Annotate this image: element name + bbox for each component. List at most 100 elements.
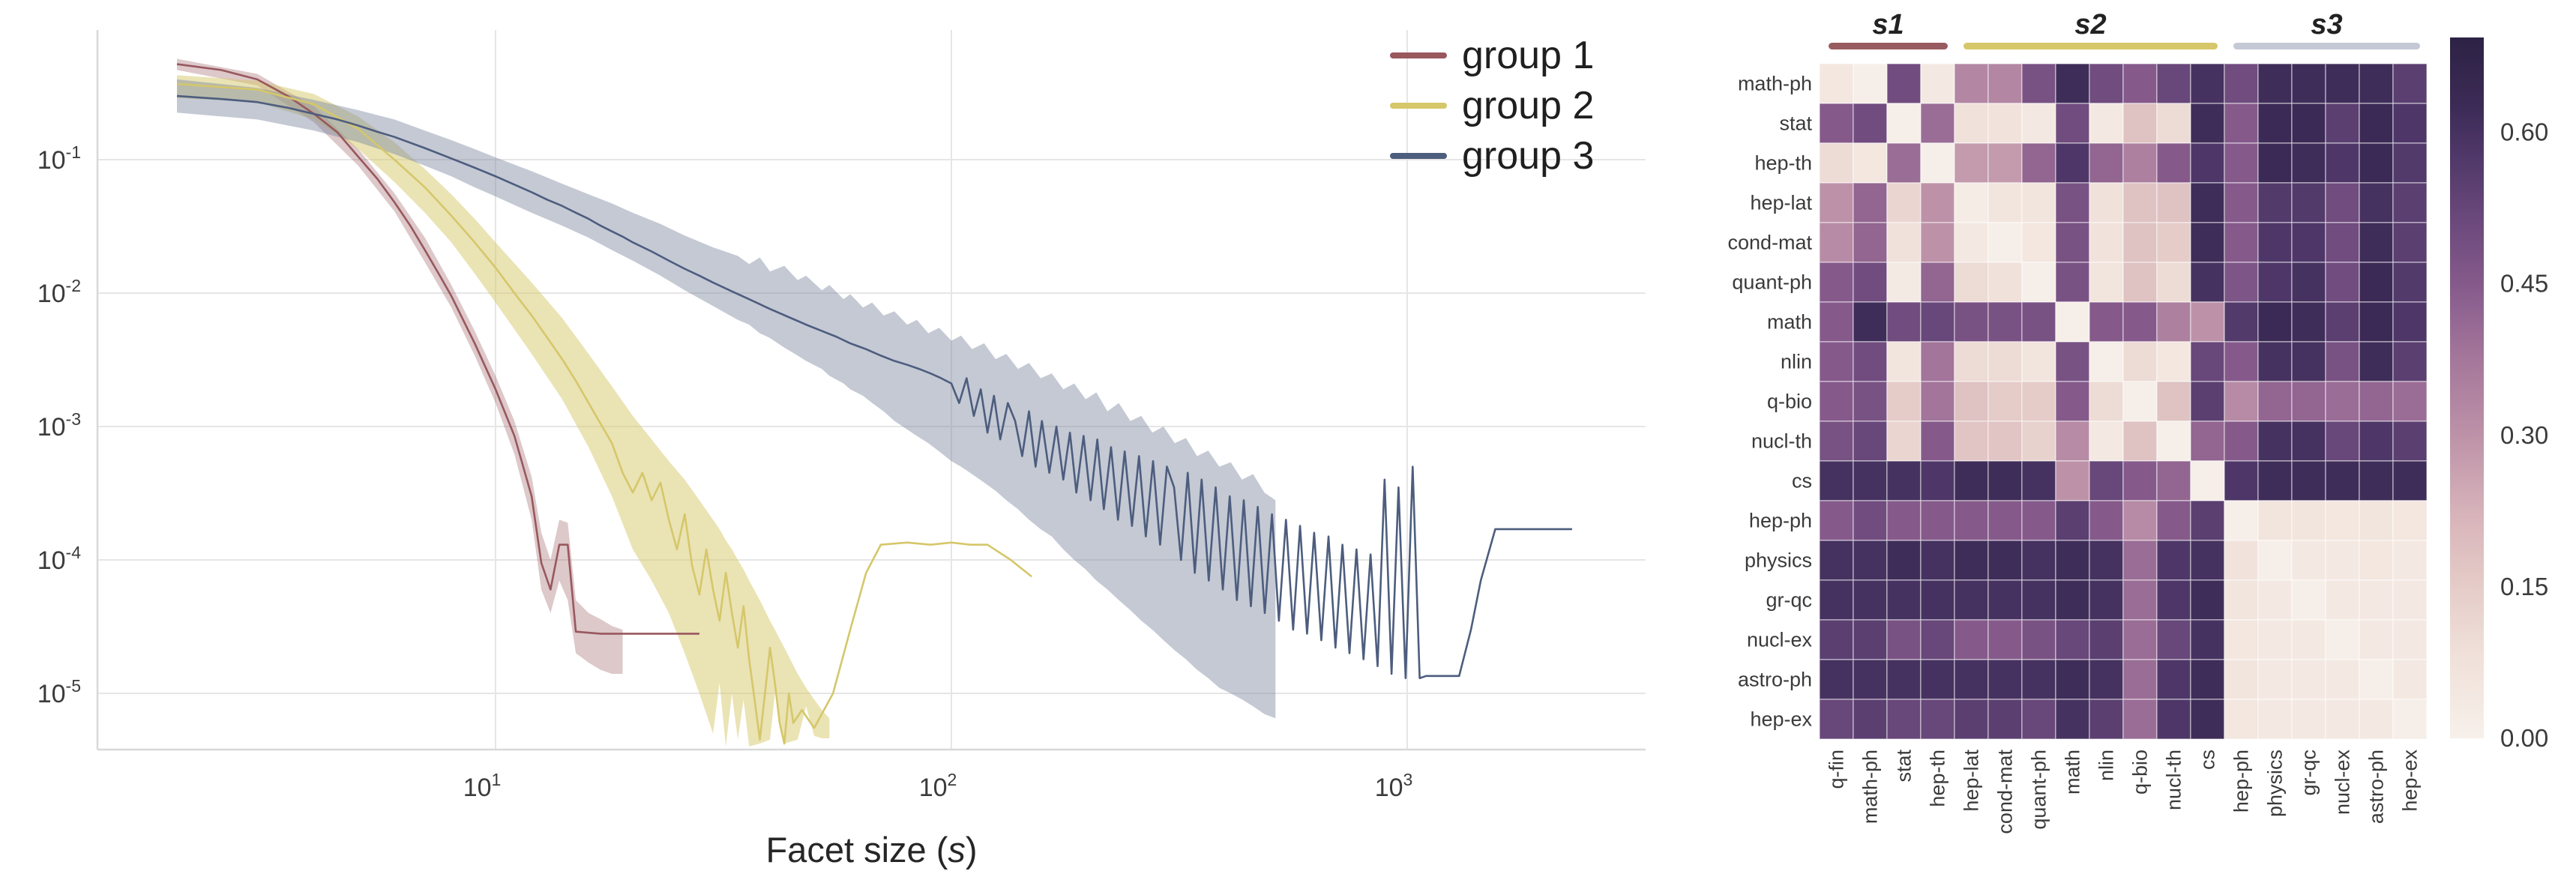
heatmap-col-label: astro-ph: [2365, 750, 2388, 824]
heatmap-cell: [2392, 421, 2428, 462]
heatmap-cell: [2190, 659, 2225, 700]
heatmap-cell: [2291, 103, 2326, 144]
heatmap-cell: [2325, 103, 2360, 144]
heatmap-cell: [2291, 222, 2326, 263]
heatmap-cell: [2156, 182, 2191, 223]
heatmap-cell: [1920, 540, 1955, 581]
colorbar-tick-label: 0.45: [2500, 270, 2548, 298]
heatmap-cell: [2392, 301, 2428, 343]
heatmap-cell: [2224, 381, 2259, 422]
heatmap-cell: [2359, 262, 2394, 303]
heatmap-cell: [1987, 460, 2023, 501]
heatmap-cell: [2224, 500, 2259, 541]
heatmap-cell: [1987, 63, 2023, 104]
heatmap-cell: [2156, 63, 2191, 104]
heatmap-cell: [1886, 460, 1922, 501]
heatmap-cell: [2055, 222, 2090, 263]
heatmap-cell: [1819, 421, 1854, 462]
heatmap-cell: [2122, 182, 2158, 223]
heatmap-cell: [2325, 460, 2360, 501]
heatmap-cell: [2392, 500, 2428, 541]
heatmap-row-label: nlin: [1781, 351, 1812, 373]
heatmap-cell: [1853, 460, 1888, 501]
heatmap-cell: [2190, 341, 2225, 382]
heatmap-cell: [1853, 619, 1888, 660]
colorbar-tick-label: 0.60: [2500, 118, 2548, 146]
heatmap-cell: [1987, 421, 2023, 462]
heatmap-cell: [1987, 222, 2023, 263]
heatmap-cell: [1819, 460, 1854, 501]
heatmap-cell: [2021, 222, 2056, 263]
heatmap-cell: [2224, 421, 2259, 462]
heatmap-cell: [2392, 341, 2428, 382]
heatmap-cell: [2122, 500, 2158, 541]
heatmap-cell: [1819, 142, 1854, 184]
heatmap-cell: [2257, 381, 2293, 422]
heatmap-cell: [2055, 460, 2090, 501]
heatmap-cell: [2291, 540, 2326, 581]
heatmap-cell: [2122, 142, 2158, 184]
heatmap-cell: [2224, 103, 2259, 144]
heatmap-col-label: physics: [2264, 750, 2287, 817]
heatmap-cell: [1920, 142, 1955, 184]
colorbar-tick-label: 0.30: [2500, 421, 2548, 449]
heatmap-cell: [2359, 103, 2394, 144]
heatmap-row-label: hep-lat: [1750, 192, 1812, 214]
heatmap-cell: [1987, 540, 2023, 581]
legend-label: group 1: [1462, 34, 1594, 77]
heatmap-cell: [2224, 63, 2259, 104]
legend-item: group 3: [1390, 134, 1594, 178]
heatmap-cell: [2055, 262, 2090, 303]
heatmap-cell: [2156, 460, 2191, 501]
heatmap-cell: [2257, 659, 2293, 700]
colorbar-tick-label: 0.15: [2500, 573, 2548, 600]
heatmap-cell: [1886, 103, 1922, 144]
heatmap-cell: [2257, 182, 2293, 223]
heatmap-cell: [1987, 579, 2023, 621]
confidence-band-1: [177, 58, 623, 674]
heatmap-col-label: hep-ph: [2230, 750, 2253, 813]
heatmap-cell: [1819, 301, 1854, 343]
heatmap-cell: [2325, 699, 2360, 740]
heatmap-cell: [2190, 182, 2225, 223]
series-line-3: [176, 94, 1572, 680]
heatmap-cell: [1819, 500, 1854, 541]
heatmap-col-label: hep-th: [1927, 750, 1949, 807]
group-label-s1: s1: [1872, 9, 1904, 40]
heatmap-cell: [2257, 222, 2293, 263]
heatmap-cell: [2021, 619, 2056, 660]
heatmap-cell: [1987, 301, 2023, 343]
heatmap-cell: [2021, 500, 2056, 541]
heatmap-row-label: astro-ph: [1738, 669, 1812, 691]
heatmap-cell: [2325, 142, 2360, 184]
heatmap-cell: [1987, 262, 2023, 303]
heatmap-cell: [2392, 103, 2428, 144]
heatmap-cell: [1920, 460, 1955, 501]
heatmap-cell: [2257, 142, 2293, 184]
heatmap-cell: [2359, 222, 2394, 263]
heatmap-cell: [2291, 142, 2326, 184]
heatmap-cell: [2156, 500, 2191, 541]
heatmap-cell: [2190, 381, 2225, 422]
x-axis-label: Facet size (s): [765, 830, 977, 870]
heatmap-cell: [1886, 63, 1922, 104]
heatmap-cell: [2359, 699, 2394, 740]
heatmap-cell: [2089, 182, 2124, 223]
heatmap-cell: [2156, 659, 2191, 700]
heatmap-cell: [1987, 619, 2023, 660]
heatmap-cell: [2224, 659, 2259, 700]
heatmap-cell: [2291, 301, 2326, 343]
heatmap-cell: [1853, 103, 1888, 144]
heatmap-cell: [1886, 262, 1922, 303]
heatmap-cell: [2055, 659, 2090, 700]
heatmap-cell: [2089, 103, 2124, 144]
legend-label: group 2: [1462, 84, 1594, 127]
heatmap-cell: [2055, 619, 2090, 660]
heatmap-cell: [1954, 222, 1989, 263]
heatmap-row-label: cond-mat: [1727, 232, 1812, 254]
heatmap-cell: [1987, 182, 2023, 223]
x-tick-label: 103: [1375, 770, 1413, 802]
heatmap-cell: [2089, 63, 2124, 104]
heatmap-cell: [1954, 460, 1989, 501]
heatmap-col-label: gr-qc: [2298, 750, 2320, 796]
